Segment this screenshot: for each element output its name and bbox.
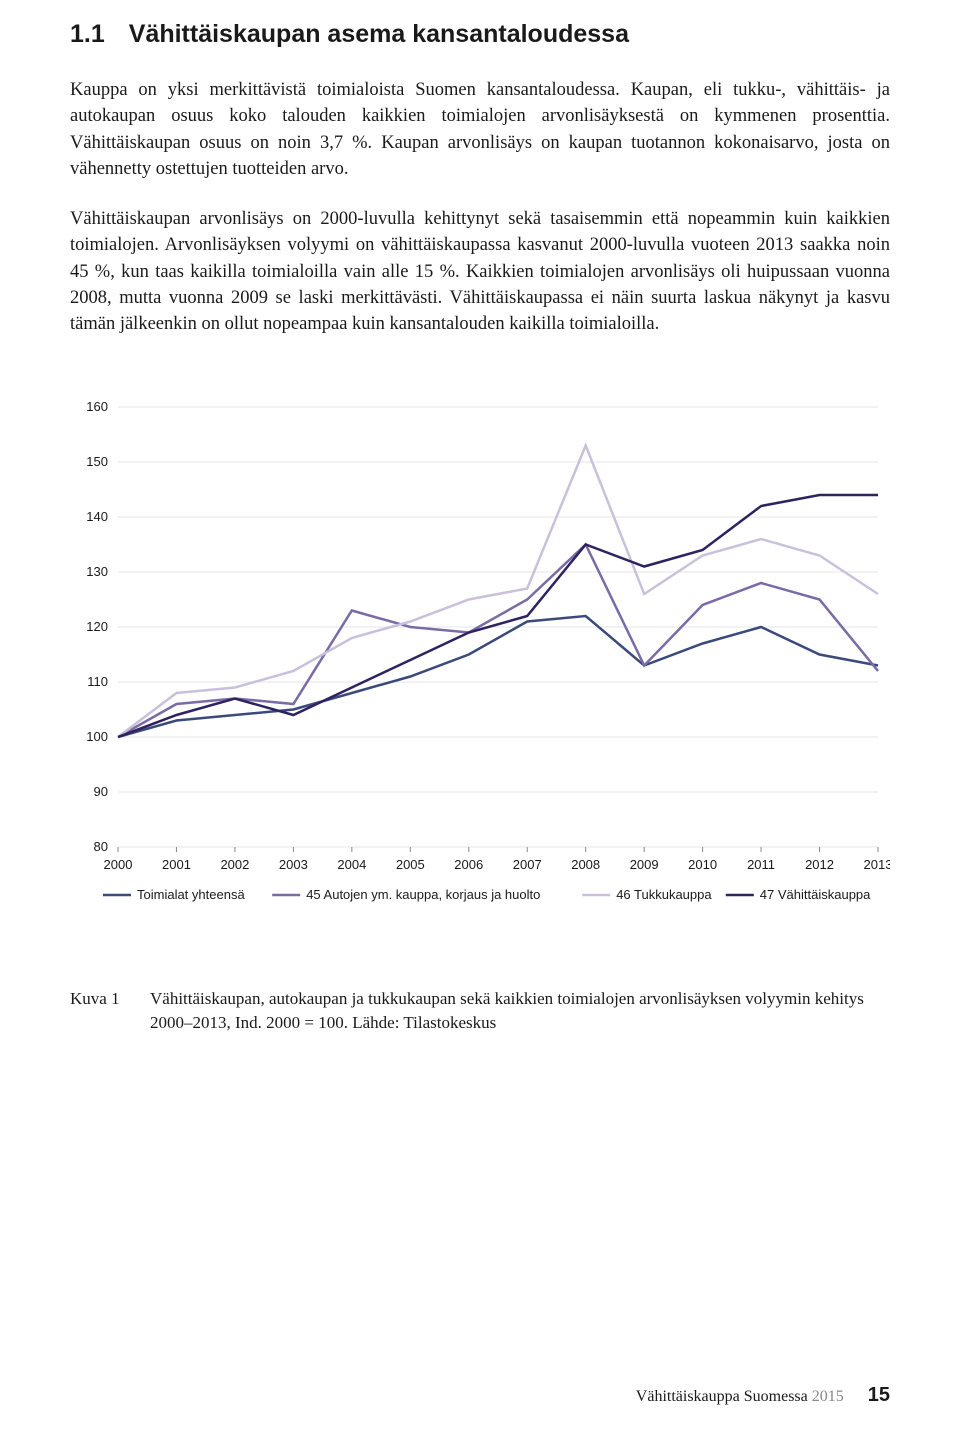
x-tick-label: 2007: [513, 857, 542, 872]
page-footer: Vähittäiskauppa Suomessa 2015 15: [636, 1384, 890, 1407]
y-tick-label: 110: [87, 674, 108, 689]
legend-label: 47 Vähittäiskauppa: [760, 887, 871, 902]
y-tick-label: 80: [94, 839, 108, 854]
figure-caption-text: Vähittäiskaupan, autokaupan ja tukkukaup…: [150, 987, 890, 1035]
section-title: Vähittäiskaupan asema kansantaloudessa: [129, 20, 629, 48]
x-tick-label: 2001: [162, 857, 191, 872]
series-line: [118, 446, 878, 738]
x-tick-label: 2011: [747, 857, 775, 872]
x-tick-label: 2010: [688, 857, 717, 872]
x-tick-label: 2003: [279, 857, 308, 872]
y-tick-label: 130: [86, 564, 108, 579]
line-chart: 80 90 100 110 120 130 140 150 160 2000 2001 2002 200…: [70, 397, 890, 917]
y-tick-label: 90: [94, 784, 108, 799]
x-tick-label: 2005: [396, 857, 425, 872]
y-tick-label: 120: [86, 619, 108, 634]
chart-svg: 80 90 100 110 120 130 140 150 160 2000 2001 2002 200…: [70, 397, 890, 917]
section-heading: 1.1 Vähittäiskaupan asema kansantaloudess…: [70, 20, 890, 49]
body-paragraph-1: Kauppa on yksi merkittävistä toimialoist…: [70, 77, 890, 182]
y-tick-label: 150: [86, 454, 108, 469]
x-tick-label: 2000: [104, 857, 133, 872]
x-tick-label: 2006: [454, 857, 483, 872]
legend-label: 45 Autojen ym. kauppa, korjaus ja huolto: [306, 887, 540, 902]
figure-caption: Kuva 1 Vähittäiskaupan, autokaupan ja tu…: [70, 987, 890, 1035]
legend-label: Toimialat yhteensä: [137, 887, 245, 902]
figure-label: Kuva 1: [70, 987, 150, 1035]
body-paragraph-2: Vähittäiskaupan arvonlisäys on 2000-luvu…: [70, 206, 890, 337]
series-line: [118, 616, 878, 737]
x-tick-label: 2012: [805, 857, 834, 872]
x-tick-label: 2004: [337, 857, 366, 872]
y-tick-label: 100: [86, 729, 108, 744]
series-line: [118, 545, 878, 738]
x-tick-label: 2013: [864, 857, 890, 872]
y-tick-label: 160: [86, 399, 108, 414]
x-tick-label: 2002: [220, 857, 249, 872]
section-number: 1.1: [70, 20, 105, 48]
legend-label: 46 Tukkukauppa: [616, 887, 712, 902]
x-tick-label: 2009: [630, 857, 659, 872]
footer-book-title: Vähittäiskauppa Suomessa: [636, 1388, 808, 1405]
footer-year: 2015: [812, 1388, 844, 1405]
y-tick-label: 140: [86, 509, 108, 524]
page-number: 15: [868, 1384, 890, 1406]
x-tick-label: 2008: [571, 857, 600, 872]
